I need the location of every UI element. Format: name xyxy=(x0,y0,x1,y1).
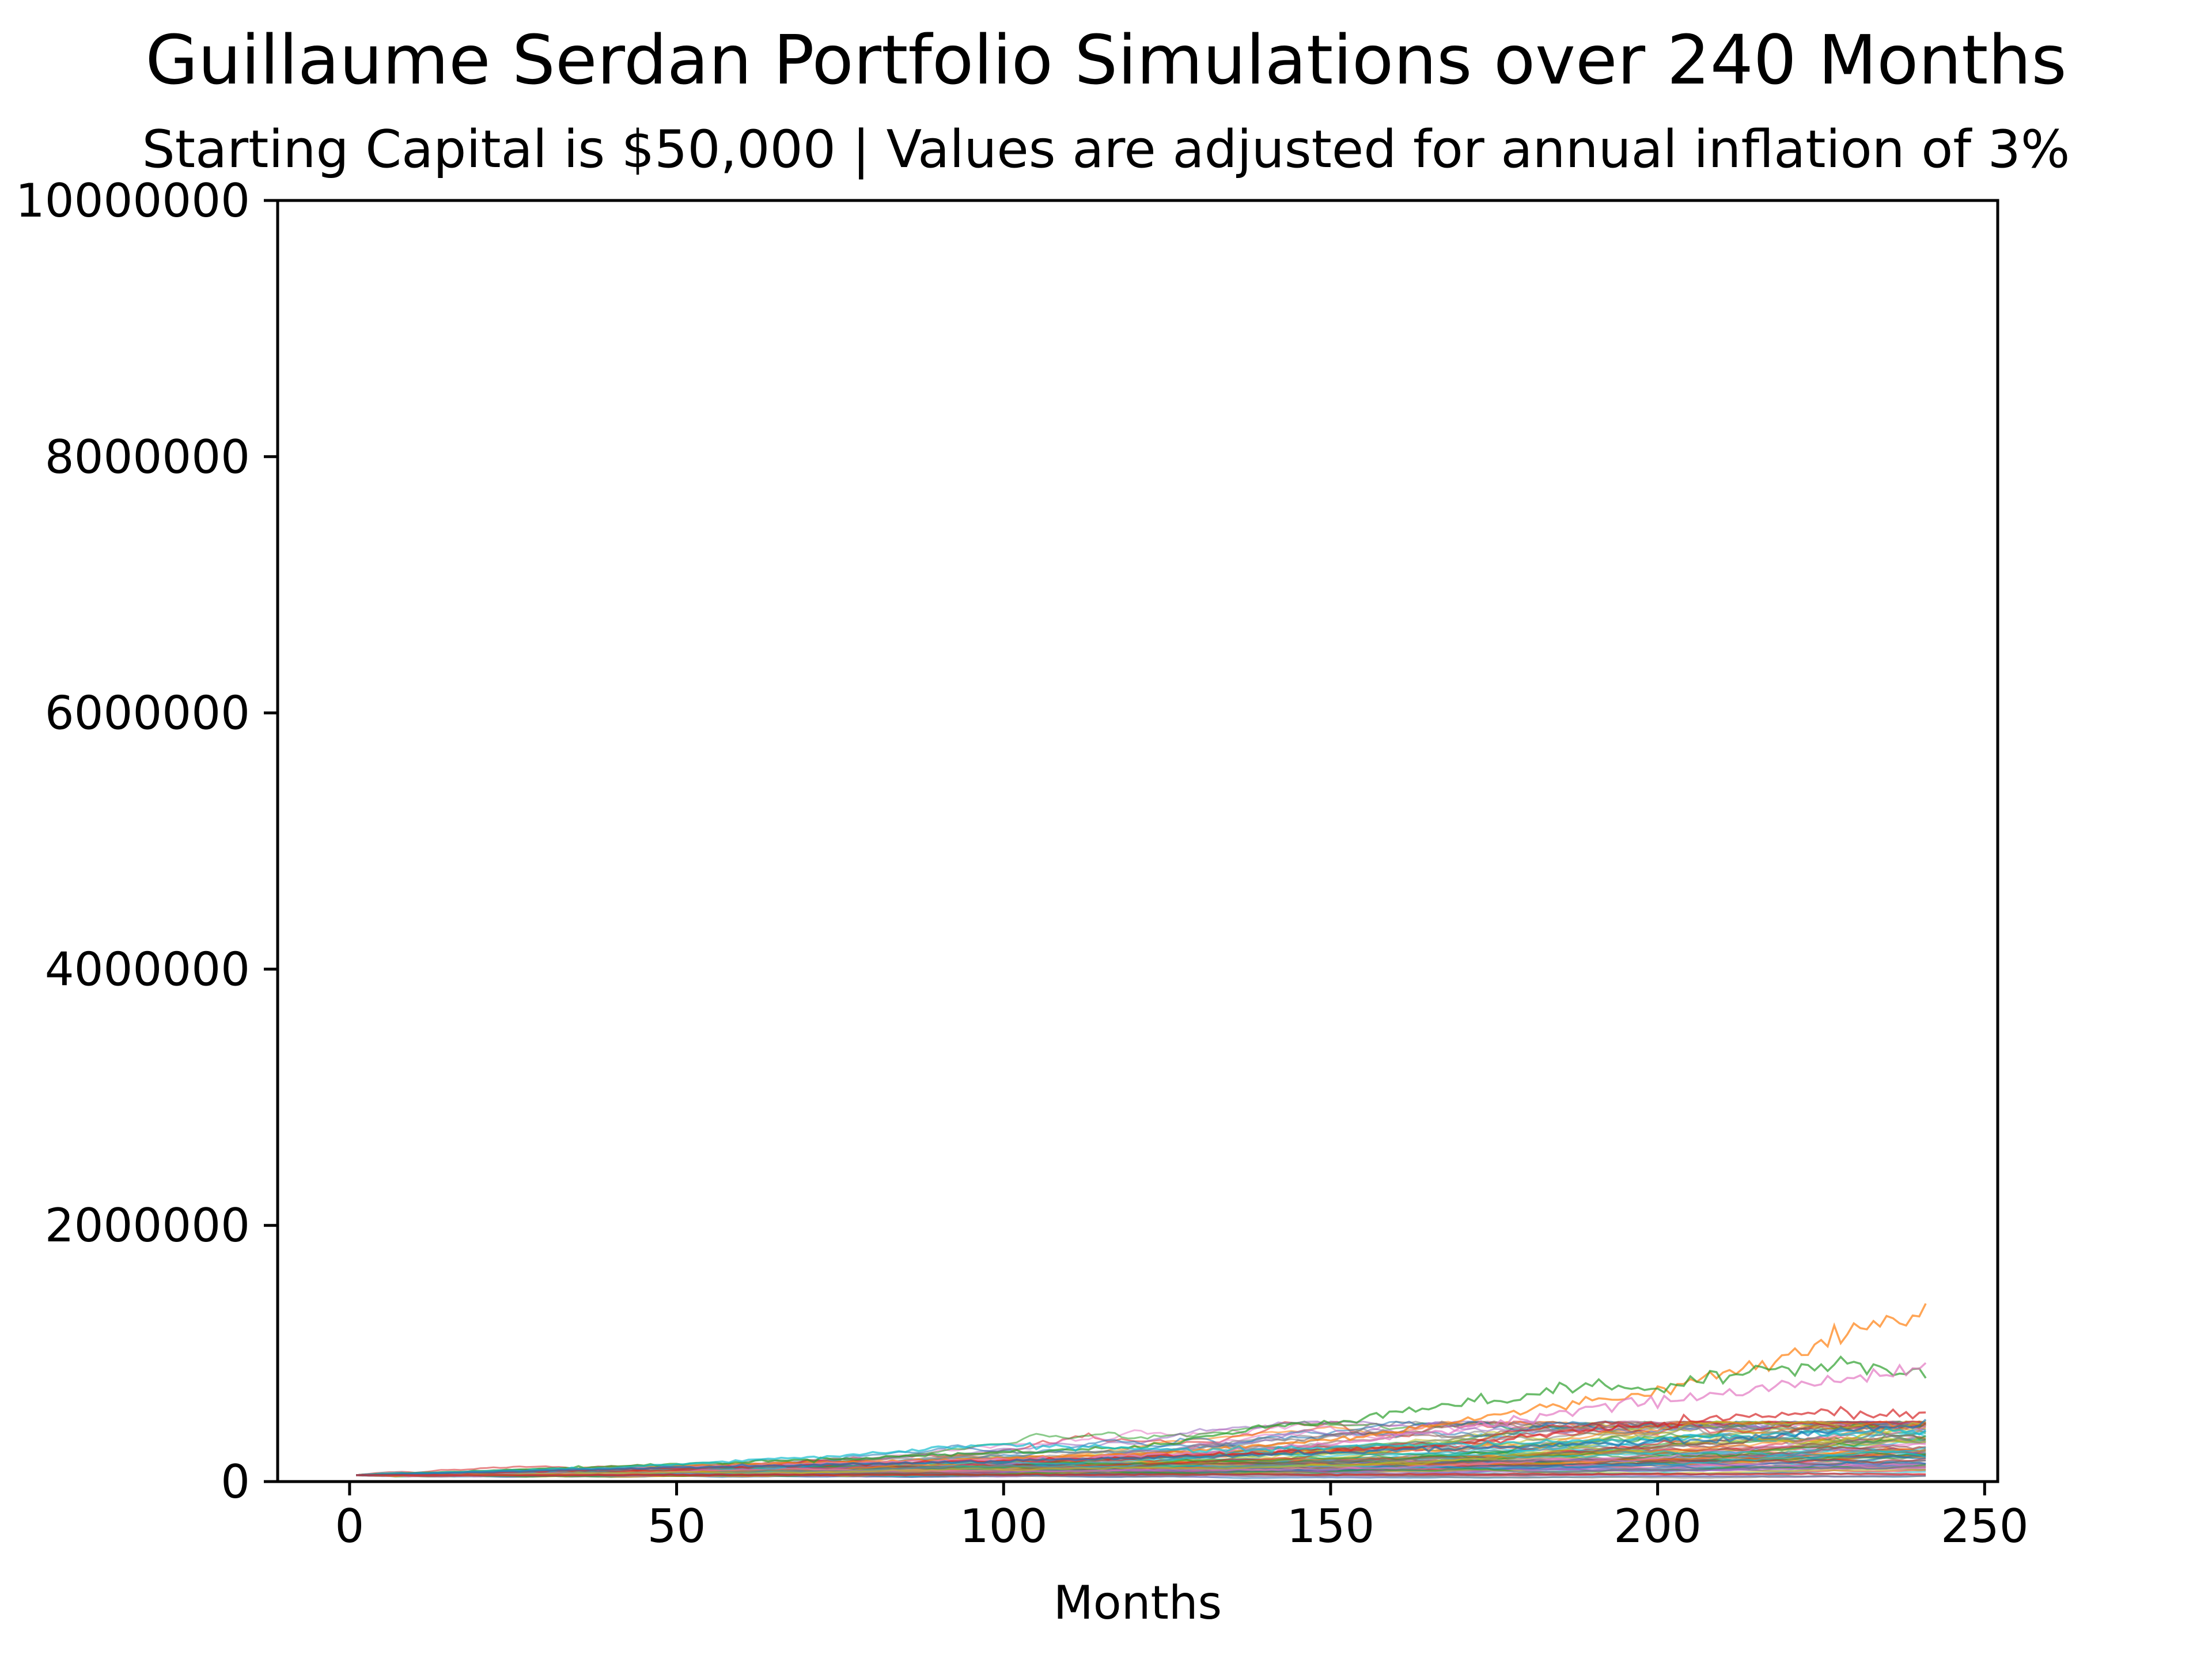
simulation-line-highlighted xyxy=(356,1472,1926,1476)
x-tick-label: 250 xyxy=(1941,1499,2029,1553)
simulation-line xyxy=(356,1420,1926,1476)
plot-frame xyxy=(276,199,1999,1483)
y-axis: 0 2000000 4000000 6000000 8000000 10000000 xyxy=(16,174,278,1509)
x-axis-label: Months xyxy=(1054,1576,1222,1630)
highlighted-simulation-lines xyxy=(356,1303,1927,1476)
y-tick-label: 0 xyxy=(221,1455,250,1509)
chart-title: Guillaume Serdan Portfolio Simulations o… xyxy=(145,20,2066,100)
y-tick-label: 10000000 xyxy=(16,174,250,228)
x-tick-label: 50 xyxy=(647,1499,706,1553)
x-tick-label: 200 xyxy=(1613,1499,1702,1553)
y-tick-label: 8000000 xyxy=(45,430,250,484)
x-tick-label: 150 xyxy=(1287,1499,1375,1553)
chart-subtitle: Starting Capital is $50,000 | Values are… xyxy=(142,119,2070,180)
simulation-line-highlighted xyxy=(356,1418,1927,1476)
x-axis: 0 50 100 150 200 250 xyxy=(335,1482,2029,1553)
x-tick-label: 0 xyxy=(335,1499,364,1553)
plot-area xyxy=(276,199,1999,1483)
x-tick-label: 100 xyxy=(960,1499,1048,1553)
y-tick-label: 6000000 xyxy=(45,687,250,740)
y-tick-label: 4000000 xyxy=(45,942,250,996)
y-tick-label: 2000000 xyxy=(45,1199,250,1252)
